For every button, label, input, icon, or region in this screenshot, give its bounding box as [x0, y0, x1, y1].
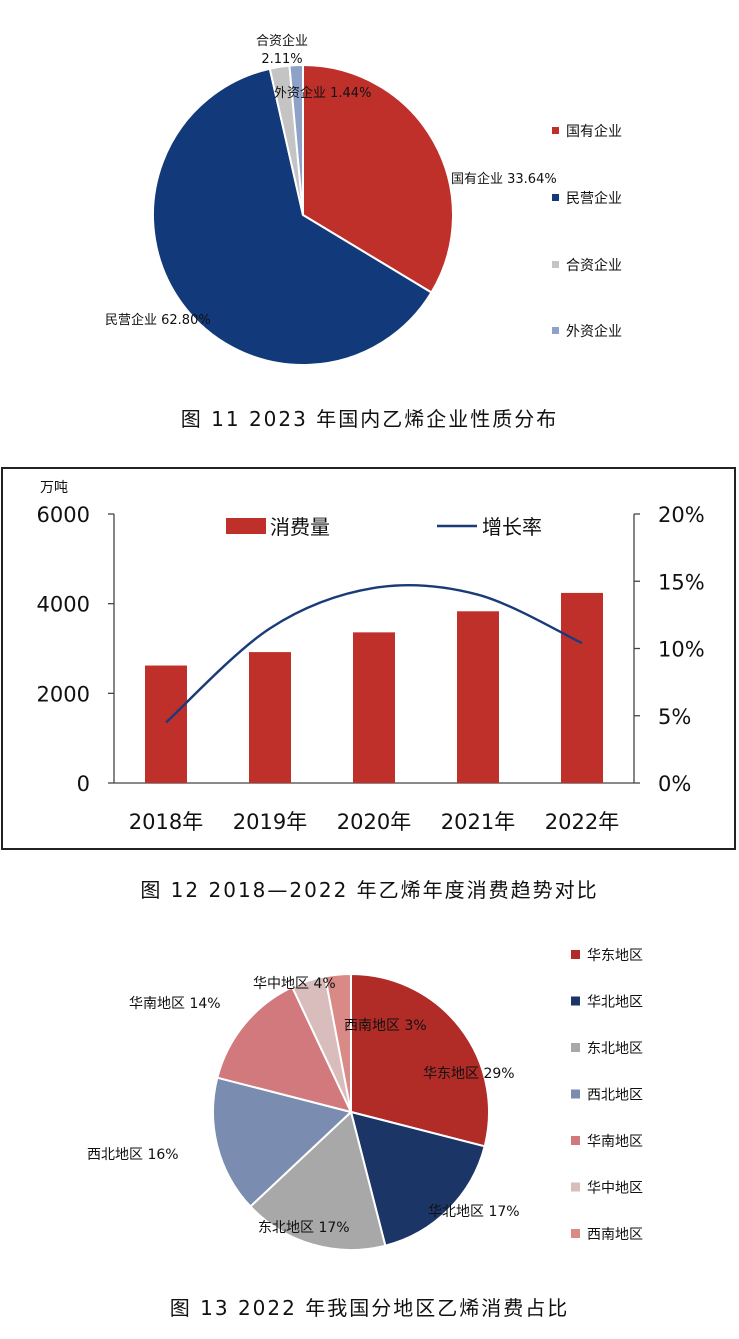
pie13-label-southwest: 西南地区 3%	[344, 1018, 427, 1034]
pie13-slice-2	[248, 1110, 387, 1251]
x-tick-label-0: 2018年	[129, 810, 203, 834]
legend13-label-5: 华中地区	[587, 1181, 643, 1197]
y-tick-label-3: 6000	[37, 503, 90, 527]
legend12-label-consumption: 消费量	[270, 515, 330, 539]
legend13-label-1: 华北地区	[587, 995, 643, 1011]
y-tick-label-2: 4000	[37, 593, 90, 617]
x-tick-label-1: 2019年	[233, 810, 307, 834]
legend12-label-growth: 增长率	[482, 515, 542, 539]
legend13-swatch-5	[571, 1182, 580, 1192]
y2-tick-label-0: 0%	[658, 772, 691, 796]
legend13-label-0: 华东地区	[587, 948, 643, 964]
pie11-slice-0	[302, 63, 454, 294]
y-tick-label-0: 0	[77, 772, 90, 796]
pie11-label-private: 民营企业 62.80%	[105, 312, 211, 328]
legend13-swatch-0	[571, 950, 580, 959]
pie11-label-state: 国有企业 33.64%	[451, 171, 557, 187]
bar-0	[145, 665, 187, 783]
legend11-label-state: 国有企业	[566, 123, 622, 140]
y2-tick-label-1: 5%	[658, 705, 691, 729]
pie13-slice-1	[349, 1110, 486, 1247]
figure12-growth-line	[165, 584, 583, 724]
pie13-slice-0	[350, 972, 490, 1148]
legend13-label-4: 华南地区	[587, 1134, 643, 1150]
figure11-caption: 图 11 2023 年国内乙烯企业性质分布	[180, 407, 559, 431]
figure11-chart: 合资企业 2.11% 外资企业 1.44% 国有企业 33.64% 民营企业 6…	[95, 14, 640, 374]
legend11-label-foreign: 外资企业	[566, 323, 622, 340]
bar-3	[457, 611, 499, 783]
bar-1	[249, 652, 291, 783]
legend13-swatch-2	[571, 1043, 580, 1052]
pie11-legend: 国有企业 民营企业 合资企业 外资企业	[552, 123, 622, 340]
bar-2	[353, 632, 395, 783]
y2-tick-label-3: 15%	[658, 570, 705, 594]
pie13-label-northeast: 东北地区 17%	[258, 1220, 350, 1236]
figure13-caption: 图 13 2022 年我国分地区乙烯消费占比	[169, 1296, 570, 1320]
figure13-pie	[212, 972, 490, 1251]
figure12-y-unit: 万吨	[40, 480, 68, 496]
pie13-label-north: 华北地区 17%	[428, 1204, 520, 1220]
figure12-legend: 消费量 增长率	[226, 515, 542, 539]
pie11-slice-1	[152, 67, 433, 366]
legend12-swatch-consumption	[226, 518, 266, 534]
legend13-swatch-3	[571, 1089, 580, 1099]
x-tick-label-4: 2022年	[545, 810, 619, 834]
legend11-label-joint: 合资企业	[566, 257, 622, 274]
pie13-label-south: 华南地区 14%	[129, 996, 221, 1012]
legend13-swatch-6	[571, 1229, 580, 1238]
y2-tick-label-4: 20%	[658, 503, 705, 527]
legend13-label-3: 西北地区	[587, 1088, 643, 1104]
pie13-label-northwest: 西北地区 16%	[87, 1147, 179, 1163]
figure12-caption: 图 12 2018—2022 年乙烯年度消费趋势对比	[140, 878, 599, 902]
figure11-pie	[152, 63, 454, 366]
pie11-label-foreign: 外资企业 1.44%	[274, 85, 371, 101]
pie13-slice-3	[212, 1076, 354, 1208]
pie11-label-joint-line2: 2.11%	[261, 52, 302, 67]
pie13-label-central: 华中地区 4%	[253, 976, 336, 992]
y2-tick-label-2: 10%	[658, 638, 705, 662]
y-tick-label-1: 2000	[37, 682, 90, 706]
pie13-slice-4	[216, 985, 353, 1114]
legend11-swatch-joint	[552, 261, 559, 268]
figure12-ticks: 0 2000 4000 6000 0% 5% 10% 15% 20%	[37, 503, 705, 796]
pie11-slice-3	[288, 63, 304, 216]
legend11-swatch-private	[552, 194, 559, 201]
legend13-label-6: 西南地区	[587, 1227, 643, 1243]
bar-4	[561, 592, 603, 783]
pie13-slice-6	[323, 972, 352, 1113]
legend11-swatch-foreign	[552, 327, 559, 334]
legend13-swatch-4	[571, 1136, 580, 1145]
figure12-bars: 2018年 2019年 2020年 2021年 2022年	[129, 592, 619, 834]
legend11-label-private: 民营企业	[566, 190, 622, 207]
pie11-label-joint-line1: 合资企业	[256, 33, 308, 49]
figure12-chart: 万吨 0 2000 4000 6000 0% 5% 10% 15% 20% 2018年 2019年…	[1, 467, 736, 850]
legend11-swatch-state	[552, 127, 559, 134]
figure13-chart: 华中地区 4% 华南地区 14% 西南地区 3% 华东地区 29% 西北地区 1…	[75, 940, 660, 1262]
x-tick-label-2: 2020年	[337, 810, 411, 834]
x-tick-label-3: 2021年	[441, 810, 515, 834]
legend13-label-2: 东北地区	[587, 1041, 643, 1057]
pie13-label-east: 华东地区 29%	[423, 1066, 515, 1082]
legend13-swatch-1	[571, 996, 580, 1006]
